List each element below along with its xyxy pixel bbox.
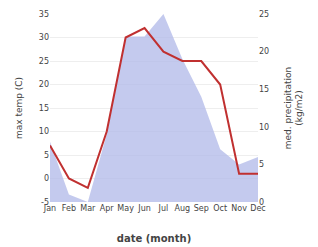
svg-text:0: 0 [44,174,49,183]
svg-text:20: 20 [259,47,269,56]
svg-text:10: 10 [259,123,269,132]
svg-text:Jun: Jun [137,204,151,213]
svg-text:Feb: Feb [62,204,76,213]
svg-text:date (month): date (month) [117,233,191,244]
svg-text:max temp (C): max temp (C) [14,77,24,139]
svg-text:Aug: Aug [175,204,191,213]
svg-text:Dec: Dec [250,204,265,213]
svg-text:25: 25 [259,10,269,19]
svg-text:Jul: Jul [158,204,169,213]
svg-text:15: 15 [259,85,269,94]
svg-text:med. precipitation(kg/m2): med. precipitation(kg/m2) [283,67,305,149]
svg-text:Oct: Oct [213,204,227,213]
svg-text:35: 35 [39,10,49,19]
svg-text:5: 5 [44,151,49,160]
svg-text:30: 30 [39,33,49,42]
svg-text:10: 10 [39,127,49,136]
svg-text:-5: -5 [41,198,49,207]
svg-text:Jan: Jan [43,204,56,213]
svg-text:20: 20 [39,80,49,89]
svg-text:0: 0 [259,198,264,207]
svg-text:15: 15 [39,104,49,113]
svg-text:25: 25 [39,57,49,66]
svg-text:Mar: Mar [80,204,96,213]
svg-text:Nov: Nov [231,204,247,213]
svg-text:Apr: Apr [100,204,115,213]
svg-text:5: 5 [259,160,264,169]
svg-text:Sep: Sep [194,204,209,213]
svg-text:May: May [117,204,134,213]
